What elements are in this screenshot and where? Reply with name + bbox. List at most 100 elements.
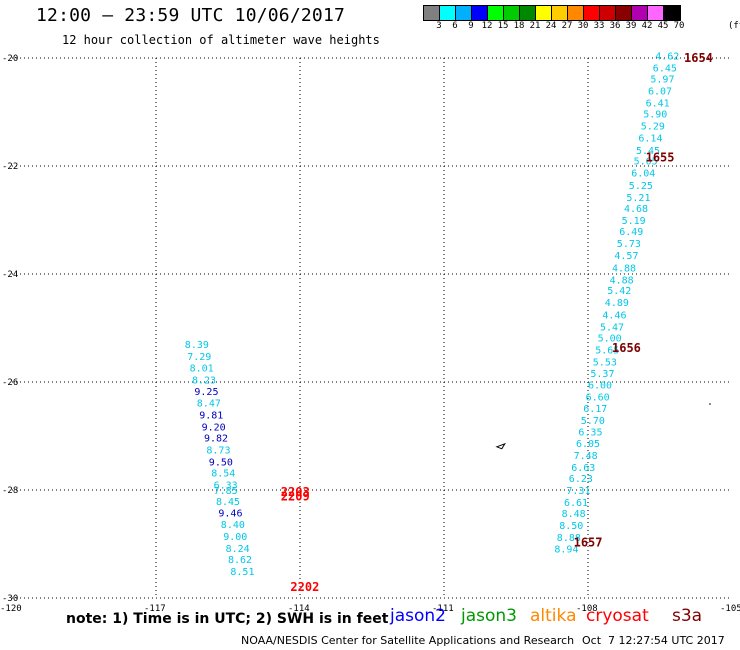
swh-value-label: 4.68 <box>624 204 648 215</box>
swh-value-label: 6.49 <box>619 227 643 238</box>
lat-tick-label: -30 <box>2 594 18 604</box>
pass-time-label: 2202 <box>290 580 319 594</box>
colorbar-swatch <box>632 6 648 20</box>
colorbar-tick-label: 12 <box>481 21 493 31</box>
swh-value-label: 4.88 <box>610 275 634 286</box>
swh-value-label: 6.00 <box>588 381 612 392</box>
colorbar-swatch <box>488 6 504 20</box>
swh-value-label: 6.63 <box>571 463 595 474</box>
swh-value-label: 8.01 <box>190 363 214 374</box>
lat-tick-label: -20 <box>2 54 18 64</box>
swh-value-label: 5.05 <box>634 157 658 168</box>
mission-altika: altika <box>530 606 577 626</box>
swh-value-label: 5.53 <box>593 357 617 368</box>
colorbar-tick-label: 21 <box>529 21 541 31</box>
footer-note: note: 1) Time is in UTC; 2) SWH is in fe… <box>66 611 389 627</box>
swh-value-label: 9.82 <box>204 434 228 445</box>
swh-value-label: 4.57 <box>614 251 638 262</box>
credit-text: NOAA/NESDIS Center for Satellite Applica… <box>241 634 575 647</box>
swh-value-label: 9.50 <box>209 457 233 468</box>
swh-value-label: 7.85 <box>214 486 238 497</box>
lat-tick-label: -24 <box>2 270 18 280</box>
colorbar-tick-label: 39 <box>625 21 637 31</box>
lon-tick-label: -117 <box>144 604 166 614</box>
lon-tick-label: -120 <box>0 604 22 614</box>
swh-value-label: 5.90 <box>643 110 667 121</box>
swh-value-label: 5.65 <box>595 346 619 357</box>
mission-jason2: jason2 <box>390 606 446 626</box>
colorbar-swatch <box>664 6 680 20</box>
lon-tick-label: -108 <box>576 604 598 614</box>
swh-value-label: 9.25 <box>194 387 218 398</box>
swh-value-label: 5.25 <box>629 181 653 192</box>
swh-value-label: 5.00 <box>598 334 622 345</box>
colorbar-swatch <box>584 6 600 20</box>
swh-value-label: 8.51 <box>230 567 254 578</box>
colorbar-tick-label: 33 <box>593 21 605 31</box>
colorbar-swatch <box>648 6 664 20</box>
pass-time-label: 2209 <box>281 489 310 503</box>
mission-cryosat: cryosat <box>586 606 649 626</box>
colorbar-unit: (ft) <box>728 21 740 31</box>
pass-time-label: 1656 <box>612 341 641 355</box>
swh-value-label: 4.89 <box>605 298 629 309</box>
swh-value-label: 8.54 <box>211 469 235 480</box>
swh-value-label: 6.41 <box>646 98 670 109</box>
lon-tick-label: -105 <box>720 604 740 614</box>
swh-value-label: 9.00 <box>223 532 247 543</box>
colorbar-swatch <box>456 6 472 20</box>
colorbar-tick-label: 42 <box>641 21 653 31</box>
swh-value-label: 8.73 <box>206 446 230 457</box>
swh-value-label: 9.20 <box>202 422 226 433</box>
swh-value-label: 5.21 <box>626 193 650 204</box>
pass-time-label: 1654 <box>684 51 713 65</box>
lat-tick-label: -28 <box>2 486 18 496</box>
swh-value-label: 9.46 <box>218 509 242 520</box>
swh-value-label: 6.23 <box>569 474 593 485</box>
swh-value-label: 6.60 <box>586 393 610 404</box>
swh-value-label: 6.33 <box>214 481 238 492</box>
colorbar-swatch <box>472 6 488 20</box>
colorbar-tick-label: 45 <box>657 21 669 31</box>
swh-value-label: 4.88 <box>612 264 636 275</box>
colorbar-tick-label: 27 <box>561 21 573 31</box>
swh-value-label: 7.31 <box>566 486 590 497</box>
mission-s3a: s3a <box>672 606 703 626</box>
swh-value-label: 4.62 <box>655 51 679 62</box>
colorbar-swatch <box>616 6 632 20</box>
colorbar-tick-label: 15 <box>497 21 509 31</box>
swh-value-label: 4.46 <box>602 311 626 322</box>
swh-value-label: 5.47 <box>600 322 624 333</box>
generated-timestamp: Oct 7 12:27:54 UTC 2017 <box>582 634 725 647</box>
colorbar-tick-label: 70 <box>673 21 685 31</box>
swh-value-label: 6.45 <box>653 64 677 75</box>
colorbar-swatch <box>504 6 520 20</box>
colorbar-swatch <box>600 6 616 20</box>
lat-tick-label: -26 <box>2 378 18 388</box>
colorbar-swatch <box>568 6 584 20</box>
lat-tick-label: -22 <box>2 162 18 172</box>
swh-value-label: 5.29 <box>641 122 665 133</box>
swh-value-label: 5.42 <box>607 286 631 297</box>
swh-value-label: 8.39 <box>185 340 209 351</box>
swh-value-label: 6.14 <box>638 133 662 144</box>
colorbar-swatch <box>440 6 456 20</box>
swh-value-label: 5.70 <box>581 416 605 427</box>
swh-value-label: 7.29 <box>187 352 211 363</box>
swh-value-label: 8.47 <box>197 399 221 410</box>
swh-value-label: 8.40 <box>221 520 245 531</box>
swh-value-label: 6.35 <box>578 428 602 439</box>
swh-value-label: 6.61 <box>564 498 588 509</box>
swh-value-label: 8.94 <box>554 544 578 555</box>
lon-tick-label: -111 <box>432 604 454 614</box>
colorbar-tick-label: 36 <box>609 21 621 31</box>
swh-value-label: 6.04 <box>631 168 655 179</box>
swh-value-label: 8.48 <box>562 509 586 520</box>
swh-value-label: 9.81 <box>199 410 223 421</box>
colorbar-swatch <box>552 6 568 20</box>
colorbar-tick-label: 24 <box>545 21 557 31</box>
colorbar-swatch <box>424 6 440 20</box>
swh-value-label: 5.45 <box>636 146 660 157</box>
swh-value-label: 5.73 <box>617 239 641 250</box>
pass-time-label: 1657 <box>574 535 603 549</box>
